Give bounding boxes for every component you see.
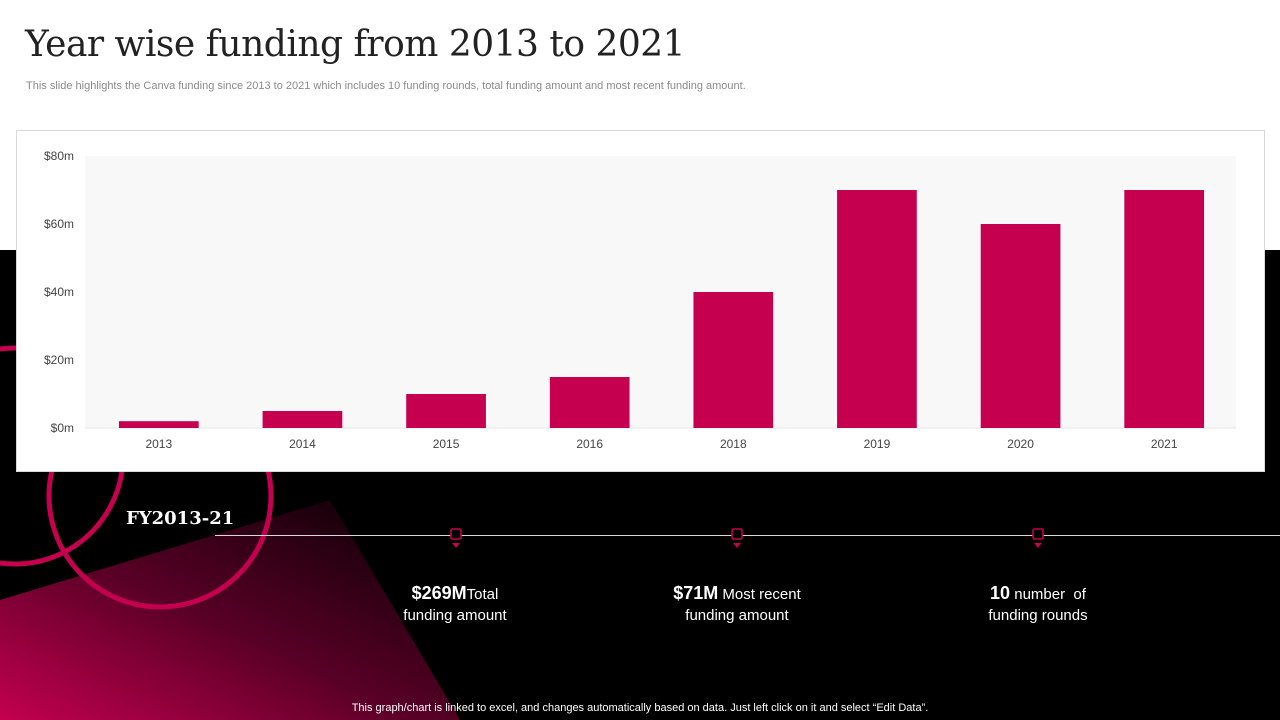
bar-2021[interactable] — [1124, 190, 1205, 428]
x-tick-label: 2021 — [1151, 437, 1178, 451]
bar-2015[interactable] — [406, 394, 486, 428]
stat-total-funding: $269MTotal funding amount — [355, 583, 555, 626]
stat-label-line2: funding amount — [403, 607, 507, 624]
x-tick-label: 2019 — [864, 437, 891, 451]
fiscal-period-label: FY2013-21 — [126, 508, 235, 529]
stat-funding-rounds: 10 number of funding rounds — [938, 583, 1138, 626]
x-tick-label: 2014 — [289, 437, 316, 451]
plot-area — [85, 156, 1236, 428]
timeline-line — [215, 535, 1280, 536]
page-subtitle: This slide highlights the Canva funding … — [26, 80, 746, 92]
gradient-wedge — [0, 500, 460, 720]
bar-2018[interactable] — [693, 292, 774, 428]
stat-value: $269M — [411, 583, 467, 603]
y-tick-label: $20m — [44, 353, 74, 367]
bar-chart: $0m $20m $40m $60m $80m 2013 2014 2015 2016 2018 2… — [44, 149, 1236, 451]
x-tick-label: 2015 — [433, 437, 460, 451]
bar-2020[interactable] — [980, 224, 1061, 428]
bar-2013[interactable] — [118, 421, 199, 428]
x-tick-label: 2013 — [145, 437, 172, 451]
stat-label-line1: Total — [466, 586, 499, 603]
x-tick-label: 2016 — [576, 437, 603, 451]
bar-chart-card[interactable]: $0m $20m $40m $60m $80m 2013 2014 2015 2016 2018 2… — [16, 130, 1265, 472]
bar-2016[interactable] — [549, 377, 630, 428]
footer-note: This graph/chart is linked to excel, and… — [351, 702, 929, 714]
x-tick-label: 2018 — [720, 437, 747, 451]
stat-value: 10 — [990, 583, 1011, 603]
bar-2014[interactable] — [262, 411, 343, 428]
stat-label-line2: funding rounds — [988, 607, 1088, 624]
stat-value: $71M — [673, 583, 719, 603]
stat-label-line2: funding amount — [685, 607, 789, 624]
y-tick-label: $60m — [44, 217, 74, 231]
bar-2019[interactable] — [837, 190, 917, 428]
stat-recent-funding: $71M Most recent funding amount — [637, 583, 837, 626]
timeline-marker-icon — [731, 528, 743, 548]
stat-label-line1: number of — [1014, 586, 1086, 603]
x-tick-label: 2020 — [1007, 437, 1034, 451]
page-title: Year wise funding from 2013 to 2021 — [25, 24, 686, 65]
timeline-marker-icon — [450, 528, 462, 548]
timeline-marker-icon — [1032, 528, 1044, 548]
stat-label-line1: Most recent — [722, 586, 801, 603]
y-tick-label: $0m — [51, 421, 74, 435]
y-tick-label: $80m — [44, 149, 74, 163]
y-tick-label: $40m — [44, 285, 74, 299]
